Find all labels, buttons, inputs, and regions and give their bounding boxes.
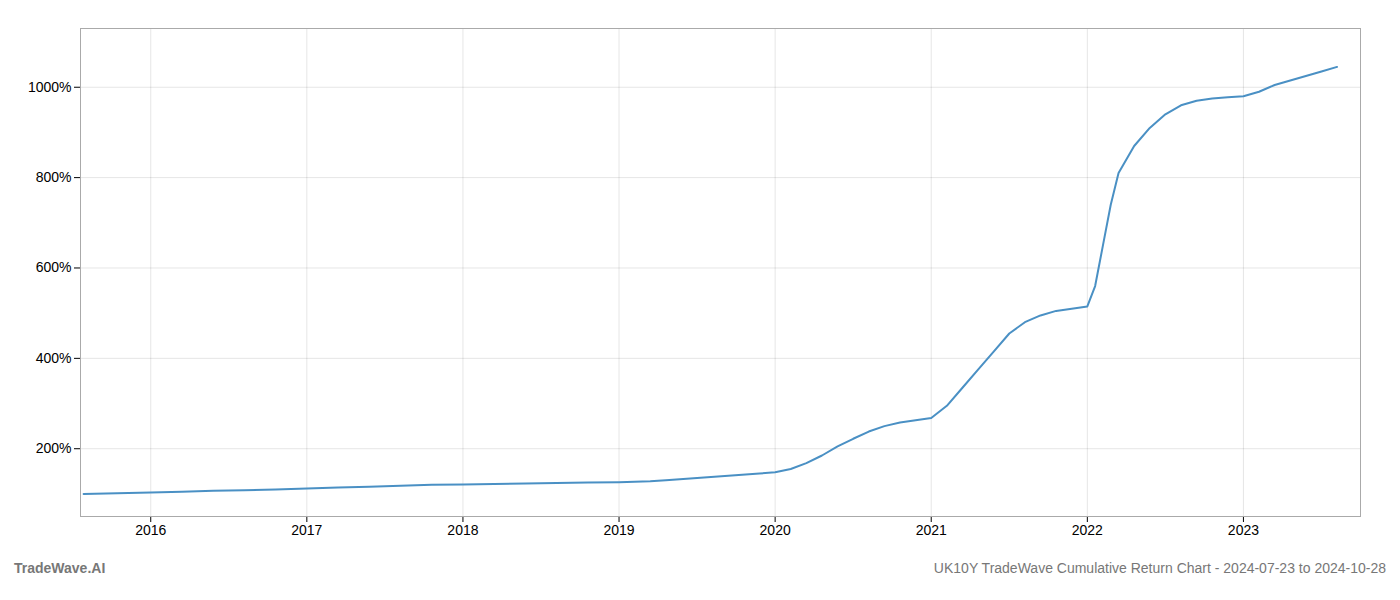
html-text:TradeWave.AI: TradeWave.AI (14, 560, 106, 576)
svg-text:2021: 2021 (916, 522, 947, 538)
svg-text:2018: 2018 (447, 522, 478, 538)
svg-text:2020: 2020 (760, 522, 791, 538)
svg-text:2023: 2023 (1228, 522, 1259, 538)
html-text:UK10Y TradeWave Cumulative Ret: UK10Y TradeWave Cumulative Return Chart … (933, 560, 1386, 576)
svg-text:800%: 800% (36, 169, 72, 185)
svg-text:2019: 2019 (603, 522, 634, 538)
svg-text:400%: 400% (36, 350, 72, 366)
svg-text:200%: 200% (36, 440, 72, 456)
svg-text:2016: 2016 (135, 522, 166, 538)
svg-text:2017: 2017 (291, 522, 322, 538)
svg-text:1000%: 1000% (28, 79, 72, 95)
svg-text:2022: 2022 (1072, 522, 1103, 538)
svg-text:600%: 600% (36, 259, 72, 275)
